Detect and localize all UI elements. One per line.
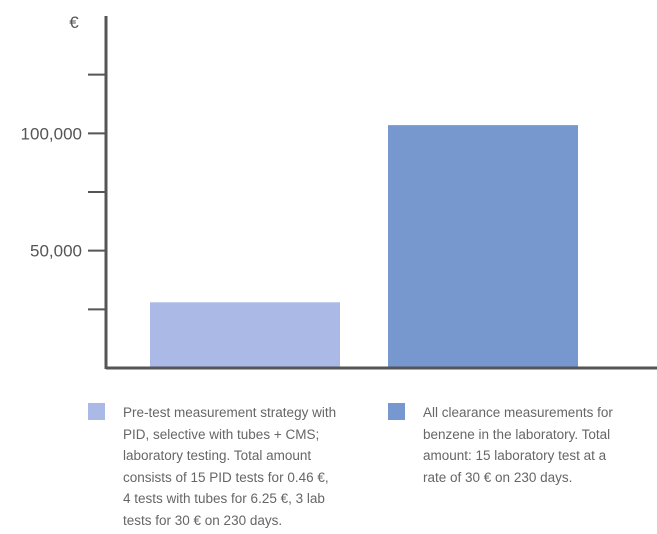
legend-item-pre-test: Pre-test measurement strategy with PID, …: [88, 402, 336, 531]
y-axis-tick-label: 100,000: [21, 124, 82, 143]
legend-item-laboratory: All clearance measurements for benzene i…: [388, 402, 613, 488]
legend-line: 4 tests with tubes for 6.25 €, 3 lab: [123, 491, 325, 506]
legend-text-laboratory: All clearance measurements for benzene i…: [423, 402, 613, 488]
y-axis-tick-labels: 50,000 100,000: [21, 124, 82, 260]
legend-line: All clearance measurements for: [423, 405, 613, 420]
legend-line: consists of 15 PID tests for 0.46 €,: [123, 469, 329, 485]
legend-line: amount: 15 laboratory test at a: [423, 448, 607, 463]
legend-line: tests for 30 € on 230 days.: [123, 512, 283, 528]
y-axis-tick-label: 50,000: [30, 242, 82, 261]
y-axis-ticks: [88, 73, 106, 311]
bar-2: [388, 125, 578, 369]
y-axis-unit-label: €: [69, 13, 79, 32]
legend-swatch-laboratory: [388, 403, 405, 420]
legend-line: rate of 30 € on 230 days.: [423, 469, 573, 485]
bars: [150, 125, 578, 369]
legend-swatch-pre-test: [88, 403, 105, 420]
legend-line: laboratory testing. Total amount: [123, 448, 312, 463]
legend-line: Pre-test measurement strategy with: [123, 405, 337, 420]
legend-line: benzene in the laboratory. Total: [423, 426, 611, 442]
legend-text-pre-test: Pre-test measurement strategy with PID, …: [123, 402, 336, 531]
legend-line: PID, selective with tubes + CMS;: [123, 426, 320, 442]
bar-1: [150, 302, 340, 368]
